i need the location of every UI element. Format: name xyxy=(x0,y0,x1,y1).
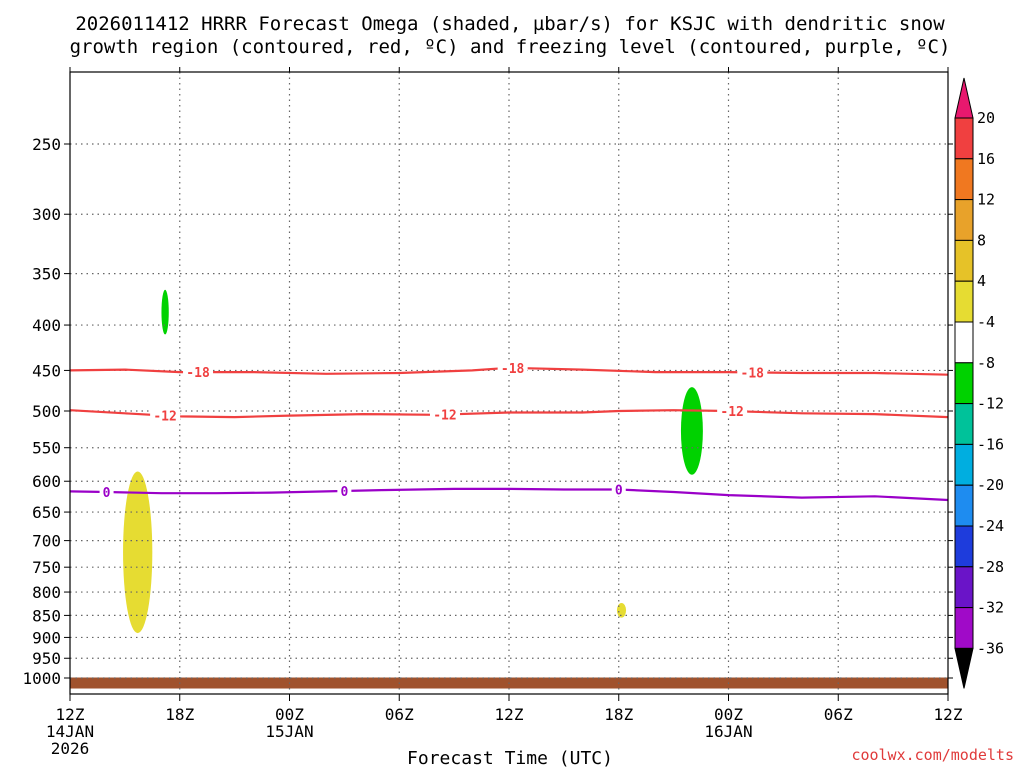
contour-layer: -18 -18 -18 -12 -12 -12 0 0 0 xyxy=(69,360,949,502)
colorbar-label-3: 12 xyxy=(977,191,995,209)
chart-title-line-1: 2026011412 HRRR Forecast Omega (shaded, … xyxy=(75,13,945,35)
colorbar-top-arrow xyxy=(954,77,974,119)
colorbar-label-4: 8 xyxy=(977,231,986,249)
contour-label-3-2: 0 xyxy=(340,485,348,500)
y-tick-label-500: 500 xyxy=(32,402,61,421)
x-tick-label-7: 06Z xyxy=(824,705,853,724)
contour-label-bg xyxy=(611,482,626,497)
colorbar-bottom-arrow xyxy=(954,647,974,689)
x-tick-label-1: 18Z xyxy=(165,705,194,724)
x-date-label-2: 15JAN xyxy=(265,722,313,741)
contour-line-3 xyxy=(69,487,949,502)
omega-shading-layer xyxy=(123,289,703,634)
y-tick-label-300: 300 xyxy=(32,205,61,224)
contour-label-1-1: -18 xyxy=(186,366,210,381)
colorbar-segment-5 xyxy=(954,280,974,323)
colorbar-label-12: -28 xyxy=(977,558,1004,576)
contour-label-bg xyxy=(429,407,460,422)
x-tick-label-5: 18Z xyxy=(604,705,633,724)
y-tick-label-600: 600 xyxy=(32,472,61,491)
colorbar-label-1: 20 xyxy=(977,109,995,127)
colorbar-segment-10 xyxy=(954,484,974,527)
colorbar-segment-7 xyxy=(954,362,974,405)
colorbar-segment-8 xyxy=(954,403,974,445)
colorbar-label-8: -12 xyxy=(977,395,1004,413)
colorbar-segment-2 xyxy=(954,158,974,201)
credit-text[interactable]: coolwx.com/modelts xyxy=(851,746,1014,764)
y-tick-label-800: 800 xyxy=(32,583,61,602)
y-tick-label-550: 550 xyxy=(32,439,61,458)
contour-label-1-2: -18 xyxy=(501,362,525,377)
omega-shaded-region-3 xyxy=(680,387,703,475)
x-date-label-0: 14JAN xyxy=(46,722,94,741)
omega-shaded-region-1 xyxy=(123,471,153,634)
omega-colorbar: 20 16 12 8 4 -4 -8 -12 -16 -20 -24 -28 -32 -36 xyxy=(954,77,1004,689)
colorbar-segment-4 xyxy=(954,239,974,282)
colorbar-segment-12 xyxy=(954,566,974,609)
contour-label-3-1: 0 xyxy=(103,486,111,501)
colorbar-segment-6 xyxy=(954,321,974,364)
colorbar-segment-9 xyxy=(954,443,974,486)
contour-label-3-3: 0 xyxy=(615,483,623,498)
colorbar-label-10: -20 xyxy=(977,476,1004,494)
colorbar-label-2: 16 xyxy=(977,150,995,168)
y-tick-label-450: 450 xyxy=(32,361,61,380)
x-axis-title: Forecast Time (UTC) xyxy=(407,748,613,768)
contour-label-2-1: -12 xyxy=(153,410,176,425)
colorbar-segment-13 xyxy=(954,607,974,649)
y-tick-label-400: 400 xyxy=(32,316,61,335)
y-tick-label-350: 350 xyxy=(32,265,61,284)
y-tick-label-650: 650 xyxy=(32,503,61,522)
colorbar-label-6: -4 xyxy=(977,313,995,331)
y-tick-label-750: 750 xyxy=(32,558,61,577)
grid-lines xyxy=(70,72,948,694)
colorbar-label-5: 4 xyxy=(977,272,986,290)
colorbar-segment-3 xyxy=(954,199,974,241)
colorbar-label-11: -24 xyxy=(977,517,1004,535)
y-tick-label-250: 250 xyxy=(32,135,61,154)
axes-layer: 250 300 350 400 450 500 550 600 650 700 750 800 850 9… xyxy=(22,67,963,758)
x-tick-label-4: 12Z xyxy=(495,705,524,724)
chart-title-line-2: growth region (contoured, red, ºC) and f… xyxy=(70,36,951,58)
x-tick-label-0: 12Z xyxy=(56,705,85,724)
colorbar-label-13: -32 xyxy=(977,599,1004,617)
x-tick-label-6: 00Z xyxy=(714,705,743,724)
x-date-label-6: 16JAN xyxy=(704,722,752,741)
omega-shaded-region-2 xyxy=(161,289,169,335)
y-tick-label-1000: 1000 xyxy=(22,669,61,688)
colorbar-label-14: -36 xyxy=(977,639,1004,657)
contour-label-bg xyxy=(99,484,114,499)
contour-label-2-2: -12 xyxy=(433,409,456,424)
y-tick-label-850: 850 xyxy=(32,606,61,625)
colorbar-label-9: -16 xyxy=(977,435,1004,453)
colorbar-segment-11 xyxy=(954,525,974,568)
contour-label-bg xyxy=(150,408,181,423)
colorbar-segment-1 xyxy=(954,117,974,160)
contour-label-bg xyxy=(717,404,748,419)
y-tick-label-900: 900 xyxy=(32,628,61,647)
x-tick-label-2: 00Z xyxy=(275,705,304,724)
contour-line-2 xyxy=(69,409,949,419)
contour-label-bg xyxy=(737,365,768,380)
contour-label-bg xyxy=(497,360,528,375)
x-year-label-0: 2026 xyxy=(51,739,90,758)
contour-label-2-3: -12 xyxy=(720,405,743,420)
contour-label-1-3: -18 xyxy=(741,366,765,381)
contour-label-bg xyxy=(183,365,214,380)
x-tick-label-8: 12Z xyxy=(934,705,963,724)
colorbar-label-7: -8 xyxy=(977,354,995,372)
y-tick-label-950: 950 xyxy=(32,649,61,668)
x-tick-label-3: 06Z xyxy=(385,705,414,724)
y-tick-label-700: 700 xyxy=(32,532,61,551)
contour-label-bg xyxy=(337,483,352,498)
